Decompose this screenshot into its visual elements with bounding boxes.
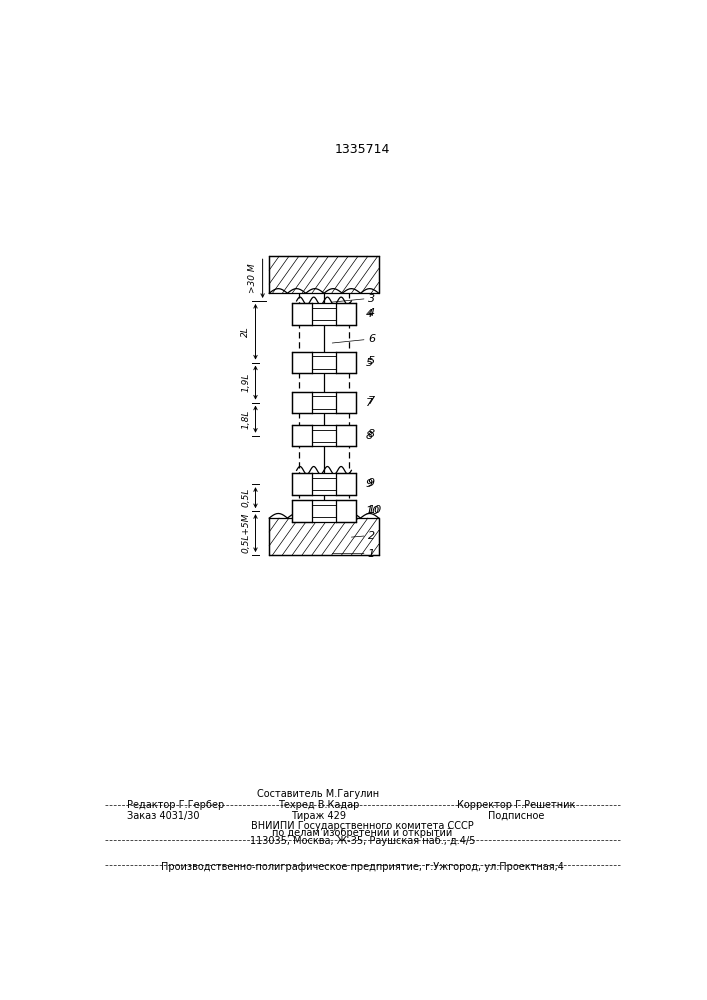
Text: 6: 6 [368,334,375,344]
Bar [292,303,356,325]
Text: 5: 5 [366,358,373,368]
Text: 8: 8 [368,429,375,439]
Text: 10: 10 [366,506,380,516]
Text: 9: 9 [368,478,375,488]
Text: 10: 10 [368,505,382,515]
Text: 1335714: 1335714 [334,143,390,156]
Text: Техред В.Кадар: Техред В.Кадар [278,800,359,810]
Text: 0,5L: 0,5L [241,488,250,507]
Text: 0,5L+5M: 0,5L+5M [241,513,250,553]
Bar [292,500,356,522]
Text: Тираж 429: Тираж 429 [291,811,346,821]
Text: Редактор Г.Гербер: Редактор Г.Гербер [127,800,224,810]
Bar [292,425,356,446]
Text: по делам изобретений и открытий: по делам изобретений и открытий [272,828,452,838]
Text: ВНИИПИ Государственного комитета СССР: ВНИИПИ Государственного комитета СССР [251,821,474,831]
Text: 8: 8 [366,431,373,441]
Text: Заказ 4031/30: Заказ 4031/30 [127,811,199,821]
Text: 7: 7 [368,396,375,406]
Text: 1: 1 [368,549,375,559]
Text: Корректор Г.Решетник: Корректор Г.Решетник [457,800,575,810]
Bar [292,392,356,413]
Text: 5: 5 [368,356,375,366]
Text: 4: 4 [368,308,375,318]
Text: >30 M: >30 M [248,264,257,293]
Text: 9: 9 [366,479,373,489]
Text: Производственно-полиграфическое предприятие, г.Ужгород, ул.Проектная,4: Производственно-полиграфическое предприя… [161,862,563,872]
Text: 2L: 2L [241,326,250,337]
Bar [292,473,356,495]
Text: Составитель М.Гагулин: Составитель М.Гагулин [257,789,380,799]
Bar [269,518,379,555]
Text: 113035, Москва, Ж-35, Раушская наб., д.4/5: 113035, Москва, Ж-35, Раушская наб., д.4… [250,836,475,846]
Text: 7: 7 [366,398,373,408]
Text: Подписное: Подписное [488,811,544,821]
Text: 2: 2 [368,531,375,541]
Text: 1,9L: 1,9L [241,373,250,392]
Text: 4: 4 [366,309,373,319]
Bar [292,352,356,373]
Text: 1,8L: 1,8L [241,409,250,429]
Text: 3: 3 [368,294,375,304]
Bar [269,256,379,293]
